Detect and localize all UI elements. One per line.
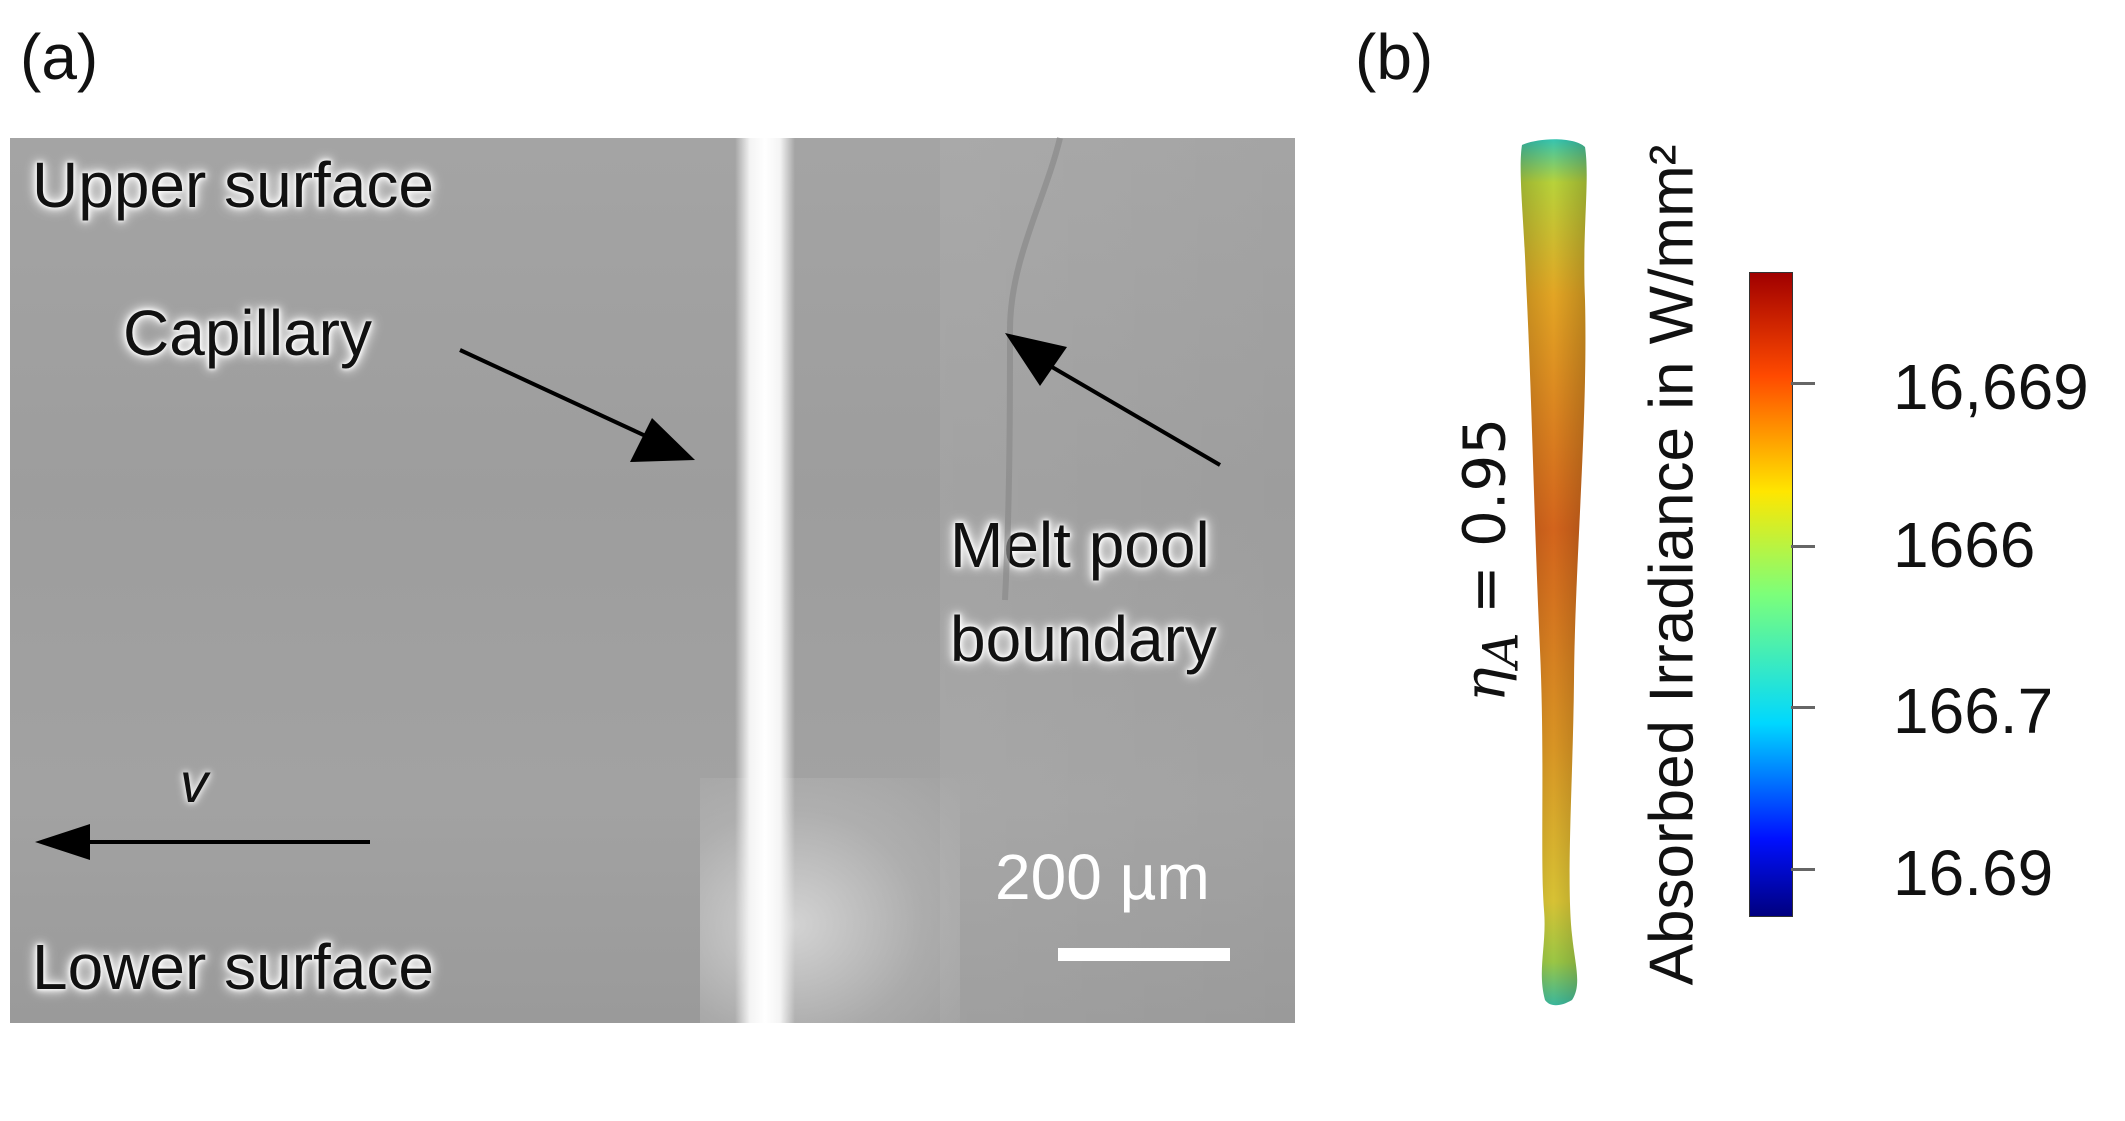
eta-symbol: η xyxy=(1450,667,1519,703)
capillary-label: Capillary xyxy=(123,297,372,369)
colorbar-tick-label: 166.7 xyxy=(1893,675,2054,747)
scale-bar xyxy=(1058,948,1230,961)
absorptance-label: ηA = 0.95 xyxy=(1451,418,1530,702)
micrograph-image xyxy=(10,138,1295,1023)
absorptance-value: = 0.95 xyxy=(1450,417,1519,615)
colorbar-tick xyxy=(1791,868,1815,871)
panel-a-label: (a) xyxy=(20,21,99,93)
colorbar-tick-label: 16.69 xyxy=(1893,837,2054,909)
melt-pool-region xyxy=(940,138,1295,1023)
colorbar xyxy=(1749,272,1793,917)
velocity-label: v xyxy=(180,751,208,814)
melt-pool-label-line1: Melt pool xyxy=(950,509,1210,581)
irradiance-capillary-shape xyxy=(1520,139,1587,1006)
colorbar-tick xyxy=(1791,382,1815,385)
colorbar-tick-label: 16,669 xyxy=(1893,351,2089,423)
colorbar-tick xyxy=(1791,706,1815,709)
eta-subscript: A xyxy=(1473,632,1530,668)
lower-surface-label: Lower surface xyxy=(32,931,434,1003)
colorbar-tick-label: 1666 xyxy=(1893,509,2036,581)
panel-b-label: (b) xyxy=(1355,21,1434,93)
scale-bar-label: 200 µm xyxy=(995,841,1210,913)
capillary-channel xyxy=(735,138,795,1023)
irradiance-capillary-shading xyxy=(1520,139,1587,1006)
colorbar-title: Absorbed Irradiance in W/mm² xyxy=(1637,144,1707,986)
melt-pool-label-line2: boundary xyxy=(950,603,1217,675)
colorbar-tick xyxy=(1791,545,1815,548)
upper-surface-label: Upper surface xyxy=(32,149,434,221)
